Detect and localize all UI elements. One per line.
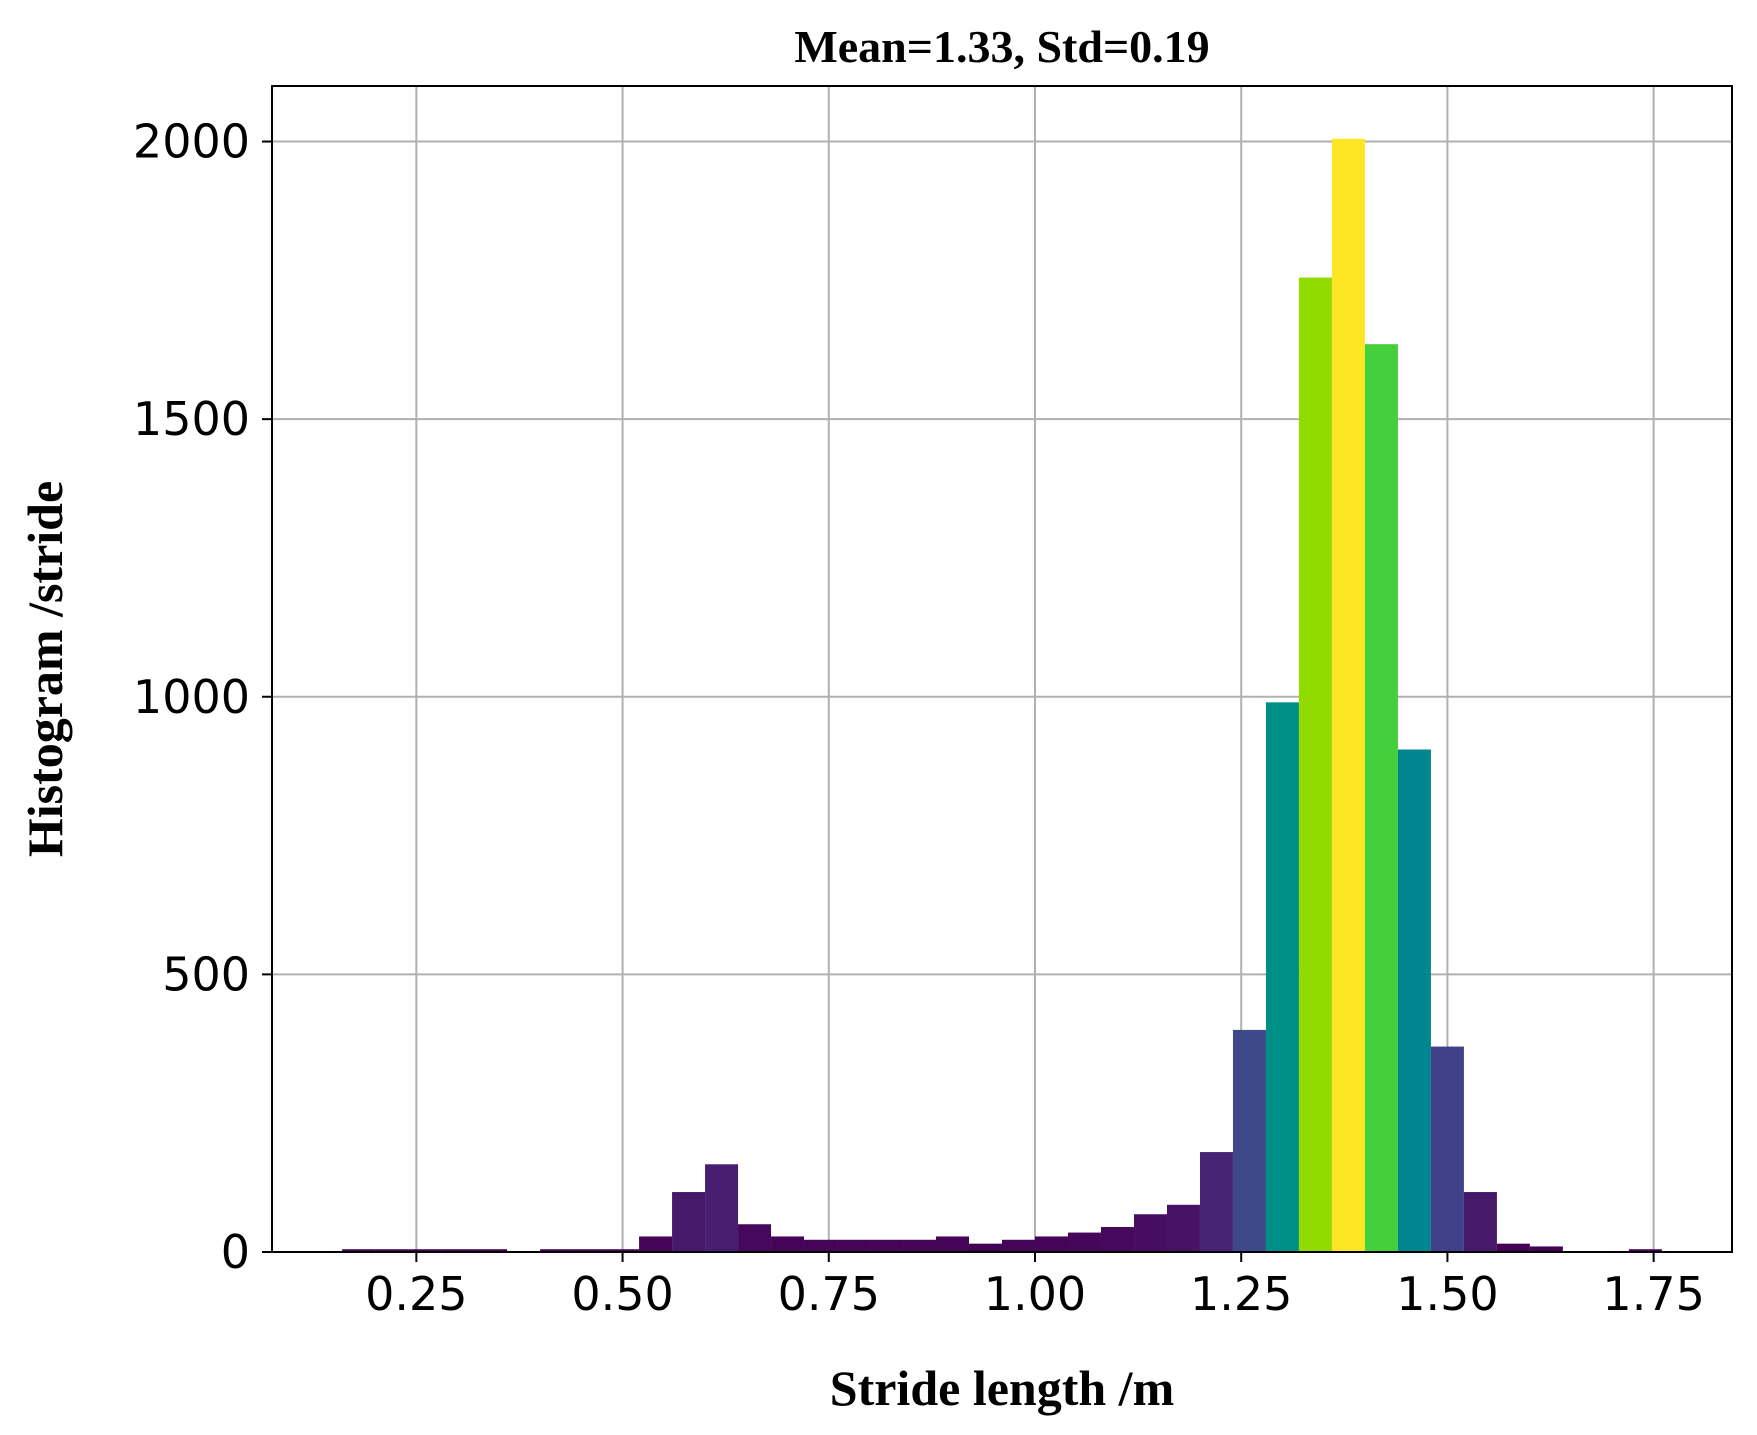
x-tick-label: 0.25: [365, 1267, 467, 1321]
histogram-bar: [738, 1224, 772, 1252]
histogram-bar: [903, 1239, 937, 1252]
histogram-bar: [1265, 702, 1299, 1252]
histogram-bar: [672, 1192, 706, 1252]
y-tick-label: 0: [221, 1225, 250, 1279]
histogram-bar: [573, 1249, 607, 1252]
histogram-bar: [441, 1249, 475, 1252]
histogram-bars: [342, 138, 1662, 1253]
histogram-bar: [375, 1249, 409, 1252]
histogram-bar: [837, 1239, 871, 1252]
x-axis-label: Stride length /m: [830, 1360, 1174, 1416]
histogram-bar: [1199, 1152, 1233, 1252]
y-tick-label: 2000: [133, 115, 250, 169]
histogram-bar: [969, 1243, 1002, 1252]
histogram-bar: [1397, 749, 1431, 1252]
histogram-bar: [1232, 1029, 1266, 1252]
y-tick-label: 500: [162, 947, 250, 1001]
histogram-bar: [408, 1249, 442, 1252]
x-tick-label: 0.75: [778, 1267, 880, 1321]
histogram-bar: [1067, 1232, 1101, 1252]
histogram-bar: [936, 1236, 970, 1252]
chart-title: Mean=1.33, Std=0.19: [794, 21, 1209, 72]
x-tick-label: 1.50: [1396, 1267, 1498, 1321]
y-tick-label: 1500: [133, 392, 250, 446]
histogram-bar: [1034, 1236, 1068, 1252]
histogram-bar: [804, 1239, 838, 1252]
y-tick-label: 1000: [133, 670, 250, 724]
axis-ticks: 0.25 0.50 0.75 1.00 1.25 1.50 1.75 0 500 1000 1500…: [133, 115, 1705, 1321]
histogram-bar: [1430, 1046, 1464, 1252]
histogram-bar: [870, 1239, 904, 1252]
y-axis-label: Histogram /stride: [17, 481, 73, 857]
x-tick-label: 1.00: [984, 1267, 1086, 1321]
histogram-bar: [606, 1249, 640, 1252]
histogram-bar: [1364, 344, 1398, 1253]
histogram-bar: [705, 1164, 739, 1252]
histogram-bar: [771, 1236, 805, 1252]
x-tick-label: 1.75: [1602, 1267, 1704, 1321]
histogram-bar: [474, 1249, 508, 1252]
histogram-bar: [1496, 1243, 1530, 1252]
axes-frame: [271, 85, 1733, 1253]
histogram-bar: [1100, 1227, 1134, 1252]
histogram-bar: [342, 1249, 376, 1252]
histogram-bar: [639, 1236, 673, 1252]
histogram-bar: [540, 1249, 574, 1252]
x-tick-label: 0.50: [571, 1267, 673, 1321]
x-tick-label: 1.25: [1190, 1267, 1292, 1321]
histogram-bar: [1133, 1214, 1167, 1252]
histogram-bar: [1463, 1192, 1497, 1252]
histogram-bar: [1166, 1204, 1200, 1252]
histogram-bar: [1002, 1239, 1035, 1252]
histogram-bar: [1298, 277, 1332, 1252]
histogram-bar: [1529, 1246, 1563, 1252]
histogram-bar: [1628, 1249, 1662, 1252]
histogram-bar: [1331, 138, 1365, 1253]
grid-lines: [272, 86, 1732, 1253]
